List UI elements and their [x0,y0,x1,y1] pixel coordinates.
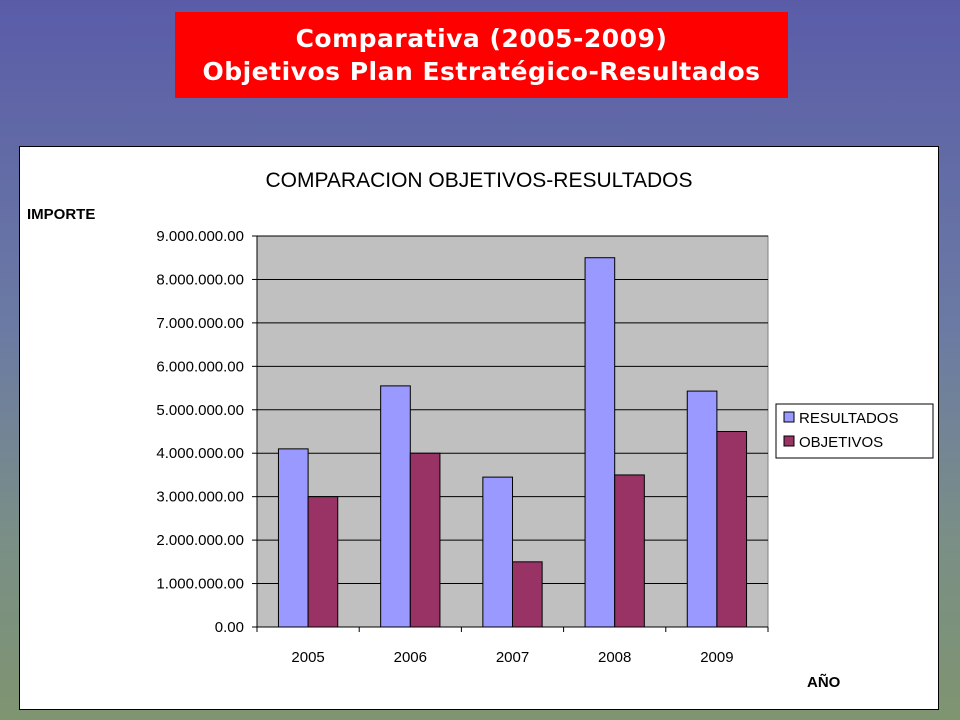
bar-objetivos-2005 [307,496,339,628]
y-tick-label: 5.000.000.00 [156,402,244,419]
legend-label-objetivos: OBJETIVOS [799,434,883,451]
bar-resultados-2006 [380,385,411,628]
legend: RESULTADOS OBJETIVOS [775,403,934,459]
legend-box [775,403,934,459]
slide-title: Comparativa (2005-2009) Objetivos Plan E… [175,12,788,98]
x-tick-label: 2006 [394,649,427,666]
x-tick-label: 2007 [496,649,529,666]
bar-chart: COMPARACION OBJETIVOS-RESULTADOS IMPORTE… [27,169,934,691]
x-tick-label: 2005 [291,649,324,666]
bar-objetivos-2008 [614,474,645,628]
x-tick-label: 2009 [700,649,733,666]
y-tick-label: 3.000.000.00 [156,489,244,506]
y-tick-label: 0.00 [215,619,244,636]
x-tick-label: 2008 [598,649,631,666]
bar-resultados-2007 [482,476,513,628]
slide-title-line-1: Comparativa (2005-2009) [295,24,668,53]
y-tick-label: 4.000.000.00 [156,445,244,462]
bar-resultados-2008 [584,257,616,628]
y-tick-label: 1.000.000.00 [156,576,244,593]
chart-title: COMPARACION OBJETIVOS-RESULTADOS [265,169,692,192]
bar-resultados-2005 [277,448,309,628]
axes: 0.00 1.000.000.00 2.000.000.00 3.000.000.00… [156,228,769,666]
slide-title-line-2: Objetivos Plan Estratégico-Resultados [202,57,761,86]
chart-frame: COMPARACION OBJETIVOS-RESULTADOS IMPORTE… [19,146,939,710]
bar-objetivos-2009 [716,431,748,628]
legend-swatch-objetivos [783,435,795,447]
y-tick-label: 7.000.000.00 [156,315,244,332]
y-axis-label: IMPORTE [27,206,95,223]
legend-label-resultados: RESULTADOS [799,410,898,427]
bar-objetivos-2006 [409,452,441,628]
bars [277,257,748,628]
y-tick-label: 2.000.000.00 [156,532,244,549]
y-tick-label: 6.000.000.00 [156,358,244,375]
x-axis-label: AÑO [807,673,841,691]
gridlines [257,235,768,585]
legend-swatch-resultados [783,411,795,423]
y-tick-label: 9.000.000.00 [156,228,244,245]
y-tick-label: 8.000.000.00 [156,271,244,288]
bar-resultados-2009 [686,390,718,628]
bar-objetivos-2007 [512,561,543,628]
